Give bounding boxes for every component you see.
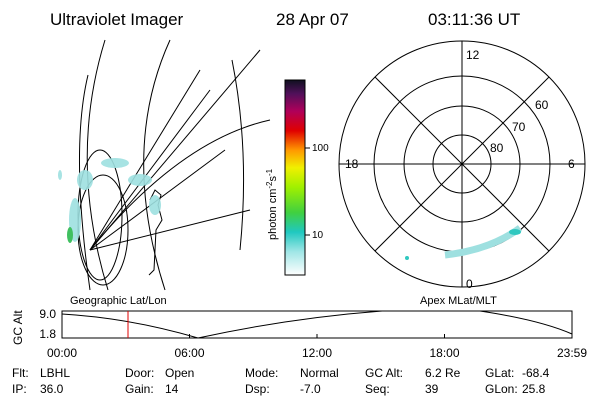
field-value: Normal [300,366,339,380]
x-tick-label: 18:00 [429,346,459,360]
field-label: Dsp: [245,382,270,396]
field-label: GC Alt: [365,366,403,380]
colorbar-label: photon cm-2s-1 [265,168,279,240]
mlt-label: 0 [466,277,473,291]
timeline-y-tick: 1.8 [39,327,56,341]
field-value: Open [165,366,194,380]
mlt-label: 6 [568,157,575,171]
mlt-label: 12 [466,48,480,62]
time: 03:11:36 UT [428,10,520,29]
timeline-x-ticks: 00:00 06:00 12:00 18:00 23:59 [47,334,587,360]
x-tick-label: 06:00 [174,346,204,360]
field-value: LBHL [40,366,70,380]
field-value: -7.0 [300,382,321,396]
field-value: 6.2 Re [425,366,461,380]
field-label: Mode: [245,366,278,380]
field-label: Door: [125,366,154,380]
colorbar [284,79,306,276]
label-part: s [267,176,279,182]
field-value: 36.0 [40,382,64,396]
lat-label: 70 [512,120,526,134]
left-caption: Geographic Lat/Lon [70,295,167,307]
polar-caption: Apex MLat/MLT [420,295,497,307]
field-value: 39 [425,382,439,396]
field-label: GLat: [485,366,514,380]
colorbar-tick-label: 100 [312,143,329,154]
label-part: -2 [265,181,274,189]
field-label: Gain: [125,382,154,396]
altitude-curve [61,310,573,339]
timeline-y-tick: 9.0 [39,307,56,321]
colorbar-tick-label: 10 [312,230,324,241]
label-part: -1 [265,168,274,176]
footer: Flt: LBHL Door: Open Mode: Normal GC Alt: 6.2 R… [12,366,550,396]
label-part: photon cm [267,189,279,240]
mlt-label: 18 [345,157,359,171]
x-tick-label: 00:00 [47,346,77,360]
x-tick-label: 23:59 [557,346,587,360]
lat-label: 80 [490,141,504,155]
field-label: Seq: [365,382,390,396]
field-label: GLon: [485,382,518,396]
geographic-map [58,39,271,291]
field-value: 25.8 [522,382,546,396]
field-value: -68.4 [522,366,550,380]
field-label: IP: [12,382,27,396]
date: 28 Apr 07 [276,10,349,29]
title: Ultraviolet Imager [50,10,184,29]
field-value: 14 [165,382,179,396]
x-tick-label: 12:00 [302,346,332,360]
timeline-frame [61,310,573,339]
field-label: Flt: [12,366,29,380]
timeline-y-label: GC Alt [11,310,25,345]
lat-label: 60 [535,98,549,112]
polar-plot [338,40,586,288]
